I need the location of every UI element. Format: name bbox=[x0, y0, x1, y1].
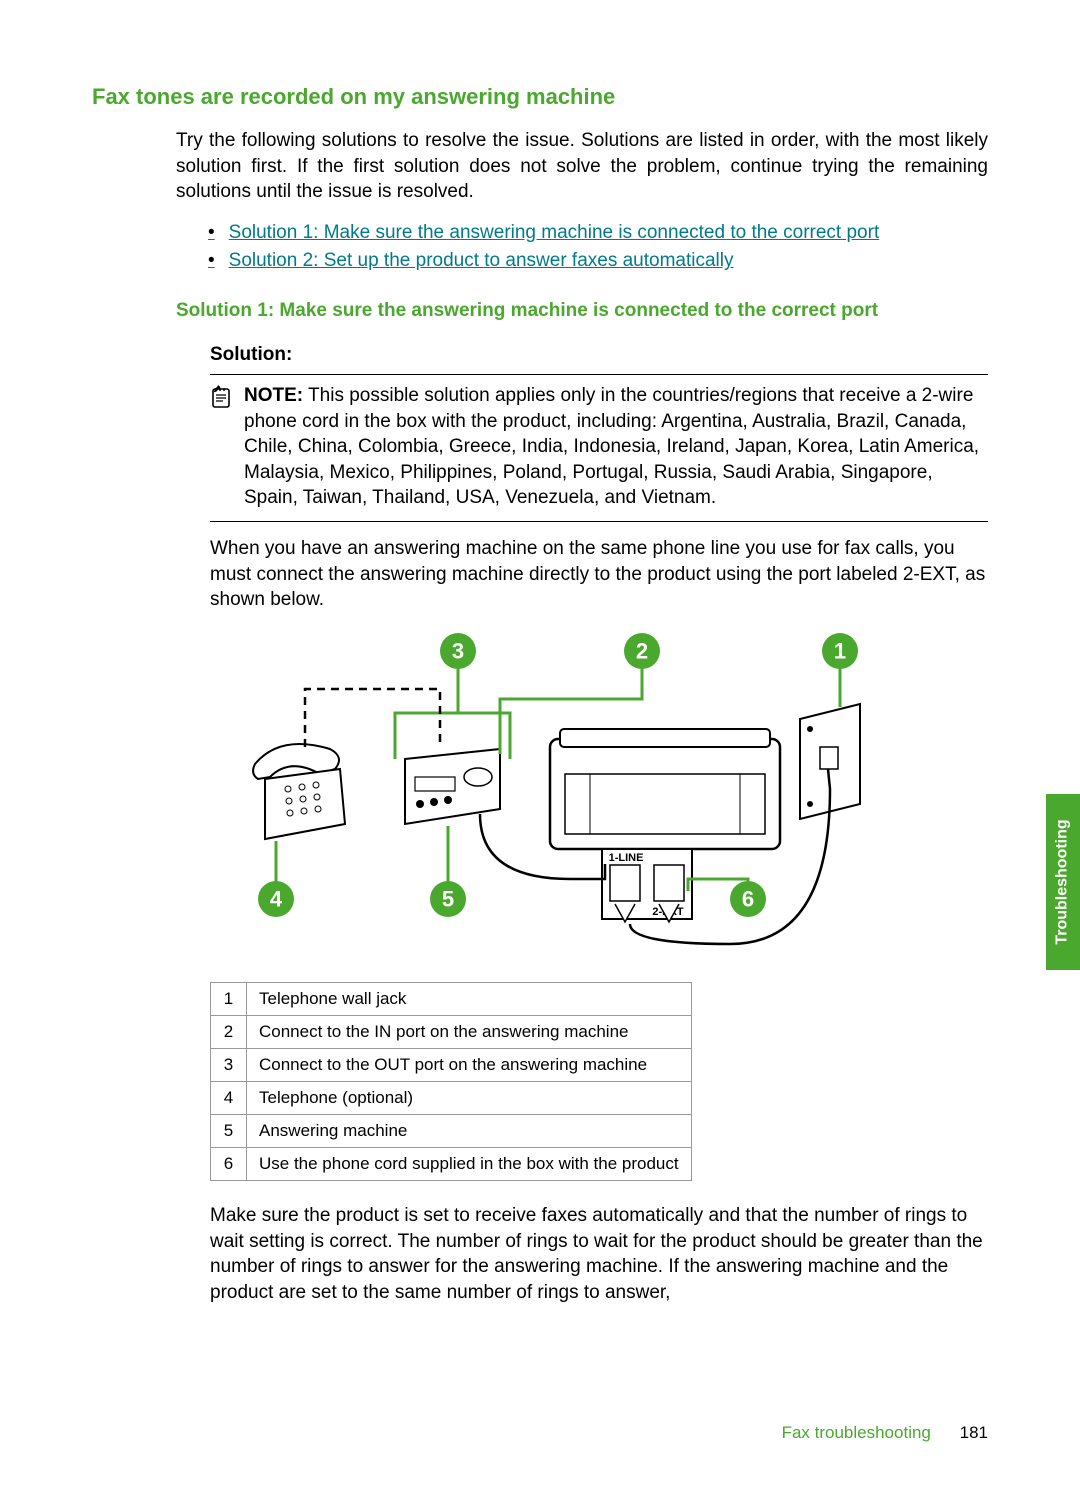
svg-text:1: 1 bbox=[834, 639, 846, 664]
main-heading: Fax tones are recorded on my answering m… bbox=[92, 84, 988, 110]
footer-page-number: 181 bbox=[960, 1423, 988, 1442]
page-footer: Fax troubleshooting 181 bbox=[782, 1423, 988, 1443]
table-row: 3Connect to the OUT port on the answerin… bbox=[211, 1049, 692, 1082]
callout-5: 5 bbox=[430, 881, 466, 917]
legend-num: 2 bbox=[211, 1016, 247, 1049]
solution-link-2-text: Solution 2: Set up the product to answer… bbox=[229, 247, 734, 276]
note-icon bbox=[210, 385, 236, 414]
svg-text:5: 5 bbox=[442, 887, 454, 912]
footer-section: Fax troubleshooting bbox=[782, 1423, 931, 1442]
legend-text: Telephone wall jack bbox=[247, 983, 692, 1016]
table-row: 4Telephone (optional) bbox=[211, 1082, 692, 1115]
callout-6: 6 bbox=[730, 881, 766, 917]
legend-text: Connect to the OUT port on the answering… bbox=[247, 1049, 692, 1082]
svg-text:2: 2 bbox=[636, 639, 648, 664]
table-row: 2Connect to the IN port on the answering… bbox=[211, 1016, 692, 1049]
solution-link-1[interactable]: • Solution 1: Make sure the answering ma… bbox=[208, 219, 988, 248]
callout-1: 1 bbox=[822, 633, 858, 669]
answering-machine-icon bbox=[405, 749, 500, 824]
legend-num: 6 bbox=[211, 1148, 247, 1181]
telephone-icon bbox=[253, 744, 345, 839]
legend-num: 5 bbox=[211, 1115, 247, 1148]
table-row: 6Use the phone cord supplied in the box … bbox=[211, 1148, 692, 1181]
solution-label: Solution: bbox=[210, 344, 988, 366]
table-row: 5Answering machine bbox=[211, 1115, 692, 1148]
solution-1-heading: Solution 1: Make sure the answering mach… bbox=[176, 300, 988, 322]
connection-diagram: 1-LINE 2-EXT bbox=[210, 629, 988, 964]
solution-link-2[interactable]: • Solution 2: Set up the product to answ… bbox=[208, 247, 988, 276]
connector-line-3 bbox=[395, 665, 510, 759]
port-label-1line: 1-LINE bbox=[609, 852, 644, 864]
side-tab-label: Troubleshooting bbox=[1054, 819, 1072, 944]
page-content: Fax tones are recorded on my answering m… bbox=[0, 0, 1080, 1382]
legend-num: 3 bbox=[211, 1049, 247, 1082]
dashed-connection bbox=[305, 689, 440, 747]
solution-link-1-text: Solution 1: Make sure the answering mach… bbox=[229, 219, 880, 248]
legend-text: Connect to the IN port on the answering … bbox=[247, 1016, 692, 1049]
svg-text:6: 6 bbox=[742, 887, 754, 912]
bullet-icon: • bbox=[208, 219, 215, 248]
solution-block: Solution: NOTE: This possible solution a… bbox=[210, 344, 988, 1306]
callout-3: 3 bbox=[440, 633, 476, 669]
callout-2: 2 bbox=[624, 633, 660, 669]
solution-link-list: • Solution 1: Make sure the answering ma… bbox=[208, 219, 988, 276]
svg-text:3: 3 bbox=[452, 639, 464, 664]
legend-num: 1 bbox=[211, 983, 247, 1016]
svg-text:4: 4 bbox=[270, 887, 283, 912]
callout-4: 4 bbox=[258, 881, 294, 917]
legend-text: Telephone (optional) bbox=[247, 1082, 692, 1115]
legend-num: 4 bbox=[211, 1082, 247, 1115]
note-body: This possible solution applies only in t… bbox=[244, 385, 979, 509]
note-label: NOTE: bbox=[244, 385, 303, 406]
intro-paragraph: Try the following solutions to resolve t… bbox=[176, 128, 988, 205]
note-text: NOTE: This possible solution applies onl… bbox=[244, 383, 988, 511]
bullet-icon: • bbox=[208, 247, 215, 276]
legend-table: 1Telephone wall jack 2Connect to the IN … bbox=[210, 982, 692, 1181]
table-row: 1Telephone wall jack bbox=[211, 983, 692, 1016]
paragraph-1: When you have an answering machine on th… bbox=[210, 536, 988, 613]
paragraph-2: Make sure the product is set to receive … bbox=[210, 1203, 988, 1306]
legend-text: Use the phone cord supplied in the box w… bbox=[247, 1148, 692, 1181]
note-box: NOTE: This possible solution applies onl… bbox=[210, 374, 988, 522]
legend-text: Answering machine bbox=[247, 1115, 692, 1148]
side-tab: Troubleshooting bbox=[1046, 794, 1080, 970]
